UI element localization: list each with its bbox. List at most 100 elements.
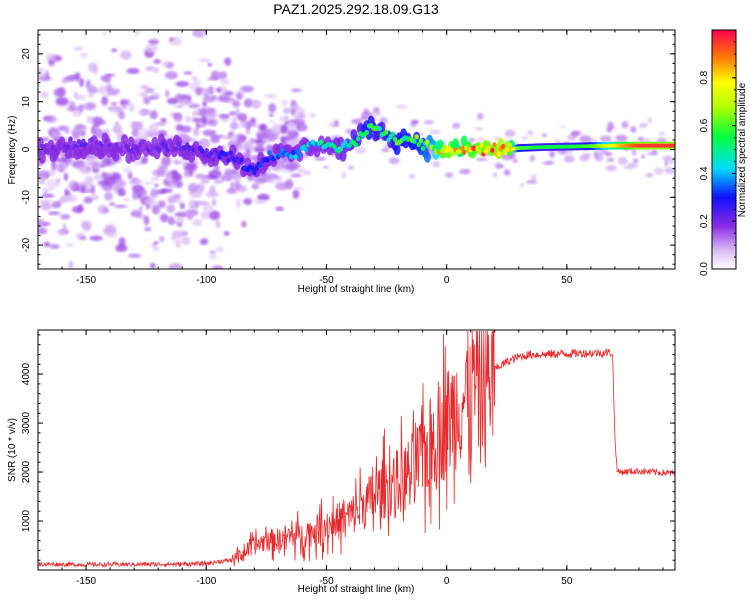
spectrogram-noise-blob: [408, 173, 416, 180]
spectrogram-noise-blob: [38, 76, 52, 81]
spectrogram-noise-blob: [241, 220, 247, 228]
colorbar-label: Normalized spectral amplitude: [737, 82, 748, 217]
spectrogram-noise-blob: [145, 130, 160, 137]
spectrogram-ridge-core: [239, 157, 244, 163]
spectrogram-noise-blob: [155, 169, 166, 177]
spectrogram-noise-blob: [57, 86, 66, 97]
spectrogram-noise-blob: [230, 121, 239, 130]
spectrogram-noise-blob: [475, 127, 483, 131]
spectrogram-ridge-core: [377, 126, 383, 132]
spectrogram-noise-blob: [68, 287, 80, 293]
spectrogram-noise-blob: [622, 165, 634, 170]
spectrogram-noise-blob: [38, 170, 49, 180]
spectrogram-noise-blob: [194, 201, 209, 205]
spectrogram-noise-blob: [476, 112, 484, 120]
spectrogram-noise-blob: [200, 139, 210, 149]
spectrogram-noise-blob: [208, 210, 221, 221]
spectrogram-noise-blob: [80, 186, 86, 194]
spectrogram-noise-blob: [208, 85, 215, 96]
spectrogram-noise-blob: [48, 59, 56, 67]
spectrogram-noise-blob: [268, 112, 274, 118]
spectrogram-noise-blob: [38, 67, 44, 77]
spectrogram-ridge-core: [355, 136, 361, 142]
snr-line: [38, 330, 675, 569]
spectrogram-ridge-core: [68, 136, 73, 142]
spectrogram-noise-blob: [251, 183, 260, 190]
spectrogram-noise-blob: [229, 181, 235, 191]
spectrogram-noise-blob: [351, 118, 363, 125]
spectrogram-noise-blob: [202, 101, 207, 107]
spectrogram-noise-blob: [216, 87, 221, 93]
snr-plot-area: [38, 330, 675, 569]
spectrogram-ridge-core: [293, 154, 298, 160]
spectrogram-noise-blob: [79, 164, 92, 174]
spectrogram-ridge-core: [176, 141, 181, 147]
spectrogram-noise-blob: [174, 238, 182, 249]
spectrogram-ridge-core: [451, 151, 456, 157]
spectrogram-noise-blob: [168, 37, 175, 42]
spectrogram-noise-blob: [208, 118, 218, 127]
spectrogram-noise-blob: [68, 180, 79, 190]
spectrogram-ridge-halo: [127, 136, 135, 148]
spectrogram-noise-blob: [503, 169, 511, 177]
spectrogram-noise-blob: [98, 85, 107, 95]
spectrogram-noise-blob: [93, 173, 106, 181]
spectrogram-noise-blob: [221, 135, 232, 139]
spectrogram-noise-blob: [632, 158, 639, 164]
spectrogram-noise-blob: [220, 79, 230, 85]
x-tick-label: 50: [561, 275, 573, 286]
spectrogram-noise-blob: [347, 165, 355, 170]
spectrogram-noise-blob: [51, 201, 60, 209]
spectrogram-ridge-core: [412, 138, 417, 144]
spectrogram-ridge-core: [265, 157, 270, 163]
spectrogram-noise-blob: [188, 103, 200, 109]
spectrogram-noise-blob: [281, 99, 288, 106]
spectrogram-noise-blob: [262, 137, 270, 144]
spectrogram-noise-blob: [170, 236, 177, 241]
spectrogram-noise-blob: [341, 172, 347, 179]
spectrogram-ridge-core: [492, 142, 497, 148]
spectrogram-noise-blob: [210, 70, 220, 79]
spectrogram-noise-blob: [74, 72, 81, 82]
spectrogram-noise-blob: [157, 200, 166, 209]
spectrogram-ridge-core: [81, 138, 86, 144]
spectrogram-noise-blob: [184, 170, 189, 178]
spectrogram-noise-blob: [253, 198, 267, 204]
spectrogram-noise-blob: [168, 263, 183, 269]
spectrogram-ridge-core: [202, 152, 207, 158]
spectrogram-noise-blob: [243, 98, 254, 108]
spectrogram-noise-blob: [431, 160, 441, 168]
spectrogram-ridge-core: [431, 145, 437, 151]
spectrogram-noise-blob: [145, 88, 155, 93]
spectrogram-noise-blob: [191, 76, 199, 81]
spectrogram-ridge-core: [392, 136, 398, 142]
spectrogram-noise-blob: [87, 84, 97, 94]
spectrogram-noise-blob: [63, 24, 77, 28]
spectrogram-ridge-core: [66, 144, 71, 150]
snr-background: [38, 330, 675, 570]
spectrogram-noise-blob: [395, 105, 408, 109]
spectrogram-noise-blob: [121, 105, 128, 110]
spectrogram-noise-blob: [49, 244, 60, 249]
spectrogram-noise-blob: [270, 178, 283, 183]
spectrogram-ridge-core: [156, 147, 162, 153]
spectrogram-noise-blob: [95, 120, 107, 125]
spectrogram-noise-blob: [193, 80, 202, 85]
spectrogram-noise-blob: [161, 156, 172, 166]
spectrogram-noise-blob: [286, 121, 297, 132]
x-tick-label: -100: [196, 275, 216, 286]
spectrogram-noise-blob: [285, 178, 293, 189]
spectrogram-noise-blob: [79, 52, 89, 58]
spectrogram-noise-blob: [181, 236, 191, 246]
spectrogram-noise-blob: [130, 121, 144, 125]
spectrogram-noise-blob: [56, 126, 68, 131]
spectrogram-noise-blob: [66, 105, 80, 112]
spectrogram-ridge-halo: [393, 144, 401, 156]
spectrogram-noise-blob: [136, 128, 150, 139]
snr-x-ticks: -150 -100 -50 0 50: [37, 330, 664, 587]
spectrogram-ridge-core: [152, 149, 158, 155]
spectrogram-noise-blob: [91, 194, 99, 201]
spectrogram-noise-blob: [314, 156, 327, 161]
spectrogram-noise-blob: [167, 182, 176, 189]
colorbar-tick-label: 0.8: [699, 70, 710, 84]
